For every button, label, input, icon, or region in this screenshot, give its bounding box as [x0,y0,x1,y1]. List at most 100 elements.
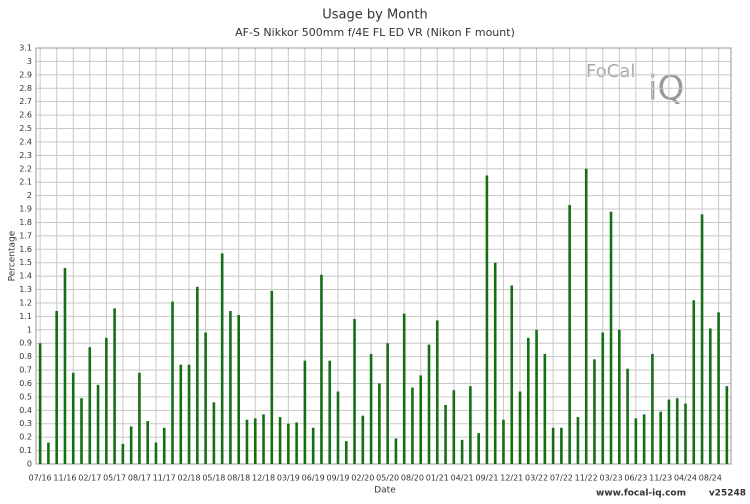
y-tick-label: 1.3 [19,285,32,294]
bar [386,343,389,464]
y-tick-label: 1.7 [19,231,32,240]
bar [560,427,563,464]
bar [353,319,356,464]
y-tick-label: 0.3 [19,419,32,428]
bar [96,384,100,464]
bar [270,290,274,464]
x-tick-label: 12/21 [500,474,523,483]
bar [229,311,232,464]
bar [725,386,729,464]
bar [63,268,67,464]
bar [659,411,662,464]
bar [667,399,671,464]
bar [618,329,621,464]
x-tick-label: 12/18 [252,474,275,483]
bar [344,441,348,464]
bar [692,300,696,464]
bar [121,443,125,464]
bar [88,347,92,464]
bar [634,418,638,464]
y-tick-label: 0.1 [19,446,32,455]
bar [262,414,265,464]
y-tick-label: 0.7 [19,366,32,375]
bar [295,422,298,464]
x-tick-label: 07/16 [29,474,52,483]
x-tick-label: 03/19 [277,474,300,483]
x-tick-label: 08/17 [128,474,151,483]
y-tick-label: 1.9 [19,205,32,214]
bar [278,417,282,464]
x-axis-label: Date [374,486,396,496]
bar [320,274,323,464]
y-tick-label: 2.8 [19,84,32,93]
bar [626,368,629,464]
y-tick-label: 0.5 [19,392,32,401]
y-tick-label: 1.8 [19,218,32,227]
bar [378,383,381,464]
bar [684,403,687,464]
y-tick-label: 0.4 [19,406,32,415]
bar [435,320,439,464]
x-tick-label: 02/18 [178,474,201,483]
bar [427,344,431,464]
x-tick-label: 04/21 [451,474,474,483]
bar [675,398,679,464]
y-tick-label: 1.4 [19,272,32,281]
bar [129,426,133,464]
x-tick-label: 05/18 [202,474,225,483]
x-tick-label: 03/23 [599,474,622,483]
bar [651,353,654,464]
x-tick-label: 11/22 [575,474,598,483]
chart-subtitle: AF-S Nikkor 500mm f/4E FL ED VR (Nikon F… [235,26,515,39]
x-tick-label: 11/23 [649,474,672,483]
bar [113,308,116,464]
footer: www.focal-iq.com [596,489,686,499]
bar [477,433,480,464]
bar [311,427,315,464]
bar [287,423,290,464]
bar [444,404,447,464]
bar [237,315,241,464]
x-tick-label: 08/24 [699,474,722,483]
bar [38,343,42,464]
bar [502,419,505,464]
x-tick-label: 05/20 [376,474,399,483]
bar [642,414,646,464]
bar [47,442,50,464]
bar [220,253,224,464]
bar [245,419,249,464]
logo: FoCal [586,61,635,82]
y-tick-label: 2.7 [19,97,32,106]
y-tick-label: 2.5 [19,124,32,133]
bar [196,286,199,464]
bar [419,375,423,464]
x-tick-label: 07/22 [550,474,573,483]
y-tick-label: 0.6 [19,379,32,388]
bar [204,332,207,464]
bar [526,337,530,464]
y-tick-label: 2.4 [19,137,32,146]
bar [162,427,166,464]
bar [518,391,522,464]
bar [510,285,514,464]
y-tick-label: 1.1 [19,312,32,321]
x-tick-label: 01/21 [426,474,449,483]
bar [593,359,596,464]
y-tick-label: 1.6 [19,245,32,254]
bar [71,372,75,464]
bar [576,417,580,464]
x-tick-label: 05/17 [103,474,126,483]
x-tick-label: 02/20 [351,474,374,483]
bar [138,372,141,464]
x-tick-label: 04/24 [674,474,697,483]
y-tick-label: 2.9 [19,70,32,79]
bar [584,168,588,464]
bar [452,390,456,464]
bar [493,262,497,464]
bar [469,386,472,464]
y-tick-label: 0.8 [19,352,32,361]
bar [717,312,720,464]
x-tick-label: 09/21 [475,474,498,483]
